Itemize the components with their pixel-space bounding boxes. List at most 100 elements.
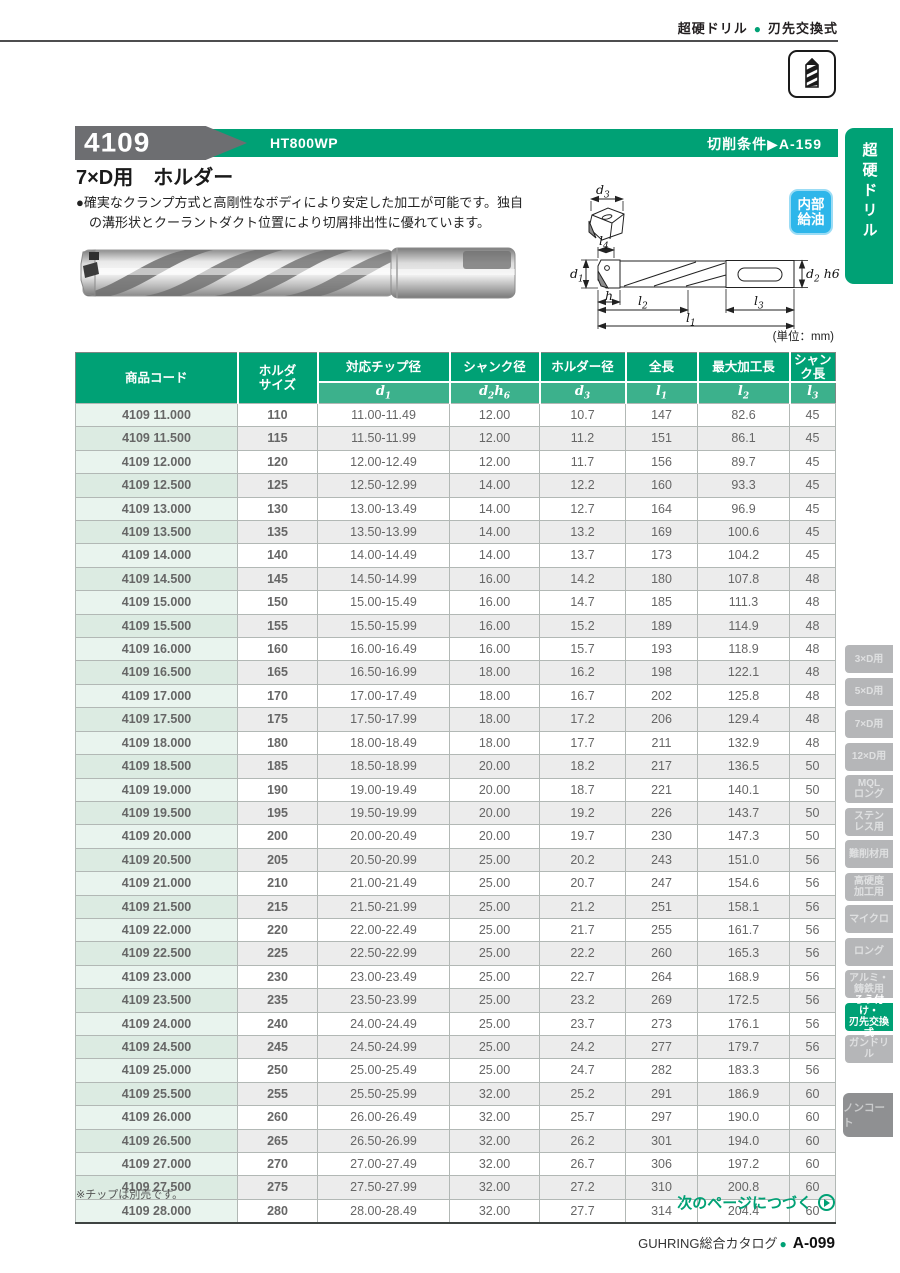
max-working-length-cell: 143.7: [697, 800, 790, 826]
max-working-length-cell: 140.1: [697, 777, 790, 802]
overall-length-cell: 282: [625, 1058, 698, 1083]
description-line1: ●確実なクランプ方式と高剛性なボディにより安定した加工が可能です。独自: [76, 195, 523, 210]
shank-length-cell: 56: [789, 871, 836, 896]
table-row: 4109 13.000 130 13.00-13.49 14.00 12.7 164 96.…: [75, 496, 836, 522]
overall-length-cell: 151: [625, 426, 698, 451]
overall-length-cell: 211: [625, 730, 698, 756]
table-row: 4109 28.000 280 28.00-28.49 32.00 27.7 314 204…: [75, 1198, 836, 1225]
max-working-length-cell: 165.3: [697, 941, 790, 966]
sidebar-tab-6[interactable]: 難削材用: [845, 840, 893, 868]
shank-length-cell: 60: [789, 1151, 836, 1177]
product-code-cell: 4109 24.000: [75, 1011, 238, 1036]
table-row: 4109 14.000 140 14.00-14.49 14.00 13.7 173 104…: [75, 543, 836, 568]
holder-size-cell: 175: [237, 707, 318, 732]
overall-length-cell: 221: [625, 777, 698, 802]
product-code-cell: 4109 24.500: [75, 1034, 238, 1060]
shank-length-cell: 56: [789, 964, 836, 990]
overall-length-cell: 164: [625, 496, 698, 522]
chip-diameter-cell: 19.00-19.49: [317, 777, 450, 802]
table-row: 4109 17.500 175 17.50-17.99 18.00 17.2 206 129…: [75, 707, 836, 732]
chip-diameter-cell: 20.00-20.49: [317, 824, 450, 849]
sidebar-tab-10[interactable]: アルミ・ 鋳鉄用: [845, 970, 893, 998]
chip-diameter-cell: 11.50-11.99: [317, 426, 450, 451]
max-working-length-cell: 168.9: [697, 964, 790, 990]
holder-size-cell: 155: [237, 613, 318, 639]
product-code-cell: 4109 19.000: [75, 777, 238, 802]
max-working-length-cell: 204.4: [697, 1198, 790, 1225]
dim-label-d1: d1: [570, 266, 584, 285]
table-row: 4109 26.000 260 26.00-26.49 32.00 25.7 297 190…: [75, 1105, 836, 1130]
shank-diameter-cell: 18.00: [449, 730, 540, 756]
product-code-cell: 4109 23.000: [75, 964, 238, 990]
chip-diameter-cell: 21.00-21.49: [317, 871, 450, 896]
sidebar-tab-5[interactable]: ステン レス用: [845, 807, 893, 836]
category-side-tab[interactable]: 超硬ドリル: [845, 128, 893, 284]
product-code-cell: 4109 23.500: [75, 988, 238, 1013]
max-working-length-cell: 200.8: [697, 1175, 790, 1200]
sidebar-tab-8[interactable]: マイクロ: [845, 905, 893, 933]
sidebar-tab-11[interactable]: ろう付け・ 刃先交換式: [845, 995, 893, 1039]
shank-diameter-cell: 14.00: [449, 543, 540, 568]
max-working-length-cell: 122.1: [697, 660, 790, 685]
sidebar-tab-1[interactable]: 5×D用: [845, 677, 893, 706]
col-header-shank-diameter: シャンク径: [449, 352, 541, 383]
holder-size-cell: 190: [237, 777, 318, 802]
holder-size-cell: 110: [237, 402, 318, 428]
next-page-link[interactable]: 次のページにつづく: [677, 1192, 835, 1213]
product-code-cell: 4109 27.000: [75, 1151, 238, 1177]
holder-size-cell: 115: [237, 426, 318, 451]
max-working-length-cell: 104.2: [697, 543, 790, 568]
chip-diameter-cell: 21.50-21.99: [317, 894, 450, 919]
chip-diameter-cell: 22.00-22.49: [317, 917, 450, 943]
product-code-cell: 4109 28.000: [75, 1198, 238, 1225]
sidebar-tab-0[interactable]: 3×D用: [845, 645, 893, 673]
holder-size-cell: 245: [237, 1034, 318, 1060]
dim-label-l2: l2: [638, 293, 648, 312]
table-row: 4109 25.500 255 25.50-25.99 32.00 25.2 291 186…: [75, 1081, 836, 1107]
sidebar-tab-9[interactable]: ロング: [845, 937, 893, 966]
overall-length-cell: 264: [625, 964, 698, 990]
sidebar-tab-12[interactable]: ガンドリル: [845, 1035, 893, 1063]
shank-length-cell: 45: [789, 449, 836, 475]
sidebar-tab-3[interactable]: 12×D用: [845, 742, 893, 771]
sidebar-tab-noncoat[interactable]: ノンコート: [843, 1093, 893, 1137]
holder-size-cell: 160: [237, 637, 318, 662]
holder-size-cell: 185: [237, 754, 318, 779]
holder-size-cell: 130: [237, 496, 318, 522]
sidebar-tab-4[interactable]: MQL ロング: [845, 775, 893, 803]
overall-length-cell: 251: [625, 894, 698, 919]
holder-diameter-cell: 13.7: [539, 543, 626, 568]
product-code-cell: 4109 20.000: [75, 824, 238, 849]
shank-diameter-cell: 25.00: [449, 894, 540, 919]
max-working-length-cell: 151.0: [697, 847, 790, 873]
overall-length-cell: 193: [625, 637, 698, 662]
table-row: 4109 18.500 185 18.50-18.99 20.00 18.2 217 136…: [75, 754, 836, 779]
product-code-cell: 4109 16.500: [75, 660, 238, 685]
holder-diameter-cell: 24.7: [539, 1058, 626, 1083]
sidebar-tab-7[interactable]: 高硬度 加工用: [845, 872, 893, 901]
technical-drawing: d3 l4 d1 d2 h6 h l2 l3 l1 (単位：mm): [568, 183, 840, 347]
max-working-length-cell: 129.4: [697, 707, 790, 732]
holder-diameter-cell: 21.2: [539, 894, 626, 919]
max-working-length-cell: 183.3: [697, 1058, 790, 1083]
shank-length-cell: 48: [789, 590, 836, 615]
chip-diameter-cell: 23.00-23.49: [317, 964, 450, 990]
category-label: 超硬ドリル: [677, 21, 748, 36]
chip-diameter-cell: 23.50-23.99: [317, 988, 450, 1013]
shank-diameter-cell: 20.00: [449, 777, 540, 802]
col-header-max-working-length: 最大加工長: [697, 352, 791, 383]
shank-length-cell: 45: [789, 402, 836, 428]
product-code-cell: 4109 19.500: [75, 800, 238, 826]
col-subheader-d1: d1: [317, 382, 451, 404]
max-working-length-cell: 147.3: [697, 824, 790, 849]
table-row: 4109 15.500 155 15.50-15.99 16.00 15.2 189 114…: [75, 613, 836, 639]
sidebar-tab-2[interactable]: 7×D用: [845, 710, 893, 738]
overall-length-cell: 189: [625, 613, 698, 639]
shank-diameter-cell: 32.00: [449, 1198, 540, 1225]
holder-diameter-cell: 24.2: [539, 1034, 626, 1060]
table-row: 4109 15.000 150 15.00-15.49 16.00 14.7 185 111…: [75, 590, 836, 615]
shank-diameter-cell: 25.00: [449, 941, 540, 966]
holder-size-cell: 125: [237, 473, 318, 498]
max-working-length-cell: 118.9: [697, 637, 790, 662]
cutting-conditions-ref[interactable]: 切削条件▶A-159: [707, 136, 822, 152]
